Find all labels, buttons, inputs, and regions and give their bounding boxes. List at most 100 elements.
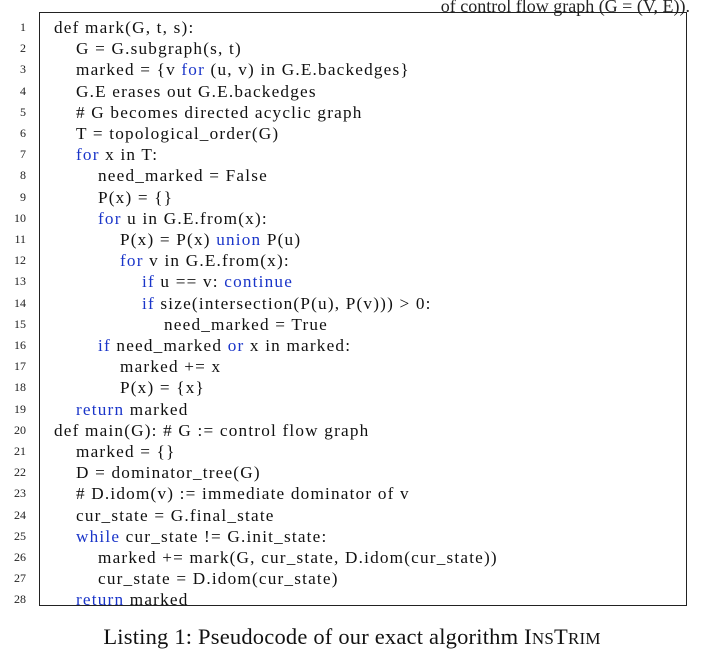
algorithm-name-part: I [524, 624, 532, 649]
keyword: return [76, 590, 125, 610]
code-text: return marked [76, 589, 188, 610]
code-line: 10 for u in G.E.from(x): [14, 208, 686, 229]
code-text: while cur_state != G.init_state: [76, 526, 327, 547]
code-segment: cur_state = G.final_state [76, 505, 275, 525]
code-text: T = topological_order(G) [76, 123, 279, 144]
code-text: if u == v: continue [142, 271, 293, 292]
code-text: marked = {v for (u, v) in G.E.backedges} [76, 59, 410, 80]
code-segment: u == v: [154, 272, 225, 292]
code-line: 26 marked += mark(G, cur_state, D.idom(cu… [14, 547, 686, 568]
line-number: 23 [14, 486, 26, 501]
code-segment: P(u) [261, 230, 302, 249]
code-segment: marked = {} [76, 442, 176, 461]
code-segment: G.E erases out G.E.backedges [76, 81, 317, 101]
keyword: for [120, 251, 144, 271]
code-segment: x in marked: [244, 336, 352, 355]
code-segment: P(x) = P(x) [120, 230, 217, 249]
code-line: 17 marked += x [14, 356, 686, 377]
code-line: 25 while cur_state != G.init_state: [14, 526, 686, 547]
code-text: P(x) = {x} [120, 377, 205, 398]
code-text: for v in G.E.from(x): [120, 250, 290, 271]
keyword: if [142, 272, 155, 292]
line-number: 3 [20, 62, 26, 77]
code-line: 8 need_marked = False [20, 165, 686, 186]
code-line: 20 def main(G): # G := control flow graph [14, 420, 686, 441]
line-number: 28 [14, 592, 26, 607]
code-text: if size(intersection(P(u), P(v))) > 0: [142, 293, 432, 314]
code-line: 12 for v in G.E.from(x): [14, 250, 686, 271]
line-number: 17 [14, 359, 26, 374]
line-number: 2 [20, 41, 26, 56]
code-segment: marked [124, 399, 189, 419]
code-segment: marked = {v [76, 60, 182, 80]
code-line: 11 P(x) = P(x) union P(u) [14, 229, 686, 250]
code-text: D = dominator_tree(G) [76, 462, 261, 483]
code-segment: def mark(G, t, s): [54, 18, 195, 37]
code-segment: size(intersection(P(u), P(v))) > 0: [154, 293, 432, 313]
keyword: if [98, 336, 111, 355]
code-text: need_marked = False [98, 165, 268, 186]
code-segment: D = dominator_tree(G) [76, 463, 261, 483]
keyword: for [98, 208, 122, 228]
line-number: 14 [14, 295, 26, 310]
keyword: for [181, 60, 206, 80]
code-text: marked = {} [76, 441, 176, 462]
code-text: marked += mark(G, cur_state, D.idom(cur_… [98, 547, 498, 568]
code-line: 22 D = dominator_tree(G) [14, 462, 686, 483]
line-number: 24 [14, 507, 26, 522]
algorithm-name-part: T [553, 624, 568, 649]
code-segment: need_marked = True [164, 314, 328, 334]
code-segment: # D.idom(v) := immediate dominator of v [76, 484, 410, 504]
line-number: 16 [14, 338, 26, 352]
code-segment: marked += x [120, 357, 222, 377]
code-text: # G becomes directed acyclic graph [76, 102, 363, 123]
code-line: 21 marked = {} [14, 441, 686, 462]
code-text: cur_state = D.idom(cur_state) [98, 568, 339, 589]
code-line: 28 return marked [14, 589, 686, 610]
code-segment: cur_state != G.init_state: [120, 526, 328, 546]
keyword: while [76, 526, 121, 546]
code-line: 16 if need_marked or x in marked: [14, 335, 686, 356]
keyword: return [76, 399, 125, 419]
code-text: def mark(G, t, s): [54, 17, 194, 38]
line-number: 6 [20, 126, 26, 140]
code-line: 3 marked = {v for (u, v) in G.E.backedges… [20, 59, 686, 80]
algorithm-name-part: RIM [567, 629, 601, 648]
code-line: 23 # D.idom(v) := immediate dominator of … [14, 483, 686, 504]
line-number: 22 [14, 465, 26, 480]
code-segment: marked [124, 590, 189, 610]
line-number: 18 [14, 380, 26, 395]
code-line: 5 # G becomes directed acyclic graph [20, 102, 686, 123]
line-number: 19 [14, 401, 26, 416]
keyword: for [76, 145, 100, 165]
code-text: # D.idom(v) := immediate dominator of v [76, 483, 410, 504]
keyword: or [227, 336, 245, 355]
line-number: 4 [20, 83, 26, 98]
code-segment: # G becomes directed acyclic graph [76, 102, 363, 122]
line-number: 27 [14, 571, 26, 586]
code-segment: T = topological_order(G) [76, 124, 280, 143]
code-segment: v in G.E.from(x): [143, 251, 290, 271]
code-text: marked += x [120, 356, 221, 377]
code-segment: x in T: [99, 145, 159, 165]
code-text: need_marked = True [164, 314, 328, 335]
code-line: 4 G.E erases out G.E.backedges [20, 81, 686, 102]
line-number: 1 [20, 20, 26, 34]
code-segment: u in G.E.from(x): [121, 208, 268, 228]
code-line: 18 P(x) = {x} [14, 377, 686, 398]
code-line: 13 if u == v: continue [14, 271, 686, 292]
code-text: for x in T: [76, 144, 158, 165]
code-line: 15 need_marked = True [14, 314, 686, 335]
line-number: 11 [14, 232, 26, 246]
algorithm-name: INSTRIM [524, 624, 601, 649]
line-number: 9 [20, 189, 26, 204]
code-text: cur_state = G.final_state [76, 505, 275, 526]
code-segment: P(x) = {x} [120, 378, 205, 398]
caption-prefix: Listing 1: Pseudocode of our exact algor… [103, 624, 525, 649]
code-segment: G = G.subgraph(s, t) [76, 39, 242, 59]
line-number: 7 [20, 147, 26, 162]
code-line: 7 for x in T: [20, 144, 686, 165]
code-segment: P(x) = {} [98, 187, 174, 207]
code-segment: def main(G): # G := control flow graph [54, 420, 370, 440]
listing-caption: Listing 1: Pseudocode of our exact algor… [0, 624, 704, 650]
